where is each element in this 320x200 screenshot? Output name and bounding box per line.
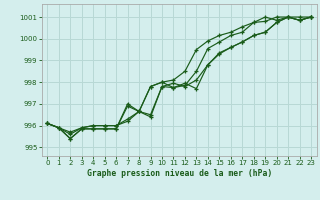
X-axis label: Graphe pression niveau de la mer (hPa): Graphe pression niveau de la mer (hPa) (87, 169, 272, 178)
